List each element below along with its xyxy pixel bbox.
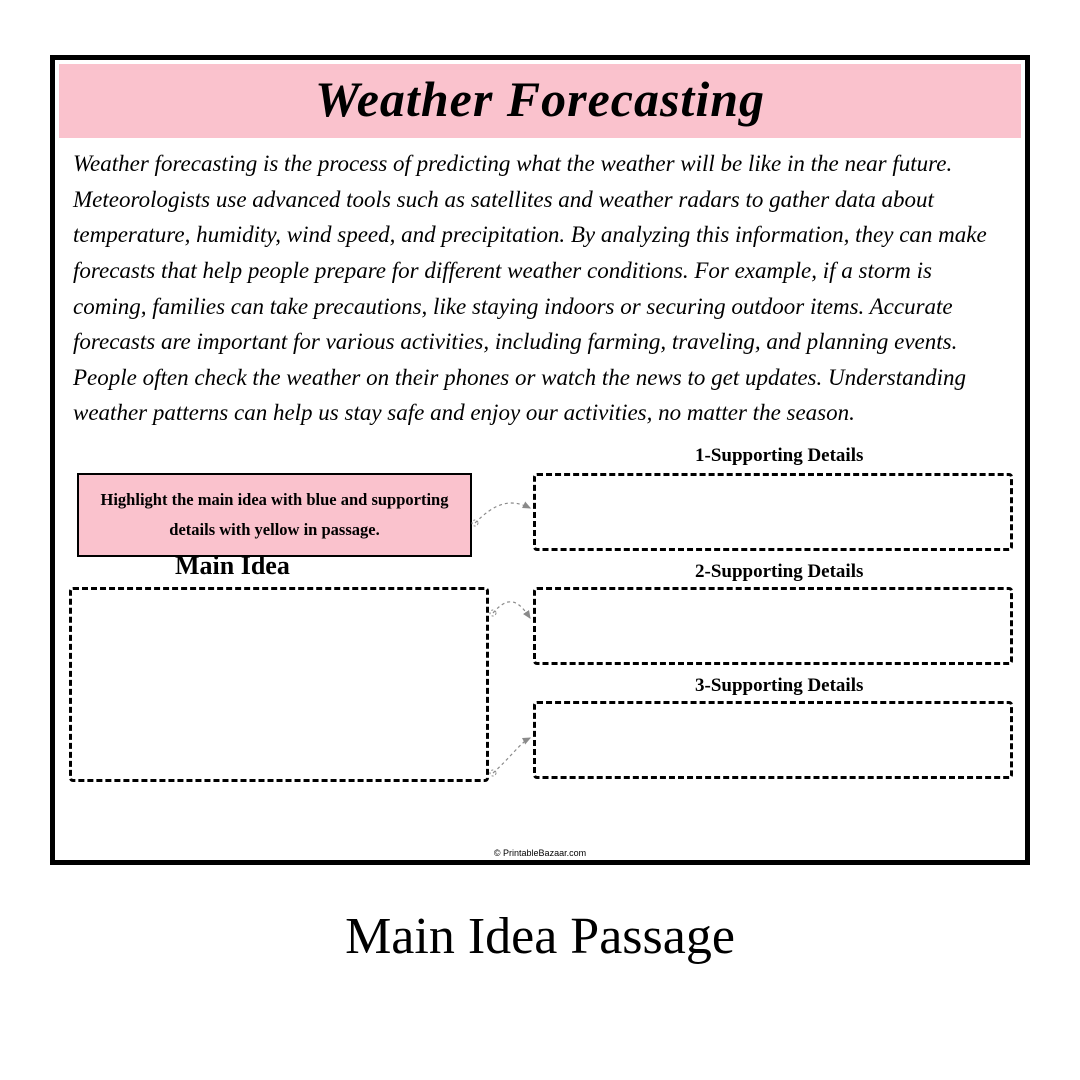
reading-passage: Weather forecasting is the process of pr… xyxy=(55,138,1025,431)
supporting-detail-2-label: 2-Supporting Details xyxy=(695,561,863,583)
page-footer-title: Main Idea Passage xyxy=(50,907,1030,966)
instruction-box: Highlight the main idea with blue and su… xyxy=(77,473,472,556)
worksheet-title: Weather Forecasting xyxy=(59,70,1021,128)
supporting-detail-1-box[interactable] xyxy=(533,473,1013,551)
title-bar: Weather Forecasting xyxy=(59,64,1021,138)
supporting-detail-3-box[interactable] xyxy=(533,701,1013,779)
graphic-organizer: Highlight the main idea with blue and su… xyxy=(55,453,1025,833)
worksheet-frame: Weather Forecasting Weather forecasting … xyxy=(50,55,1030,865)
main-idea-label: Main Idea xyxy=(175,551,290,581)
supporting-detail-1-label: 1-Supporting Details xyxy=(695,445,863,467)
supporting-detail-3-label: 3-Supporting Details xyxy=(695,675,863,697)
main-idea-box[interactable] xyxy=(69,587,489,782)
supporting-detail-2-box[interactable] xyxy=(533,587,1013,665)
copyright-text: © PrintableBazaar.com xyxy=(494,848,586,858)
